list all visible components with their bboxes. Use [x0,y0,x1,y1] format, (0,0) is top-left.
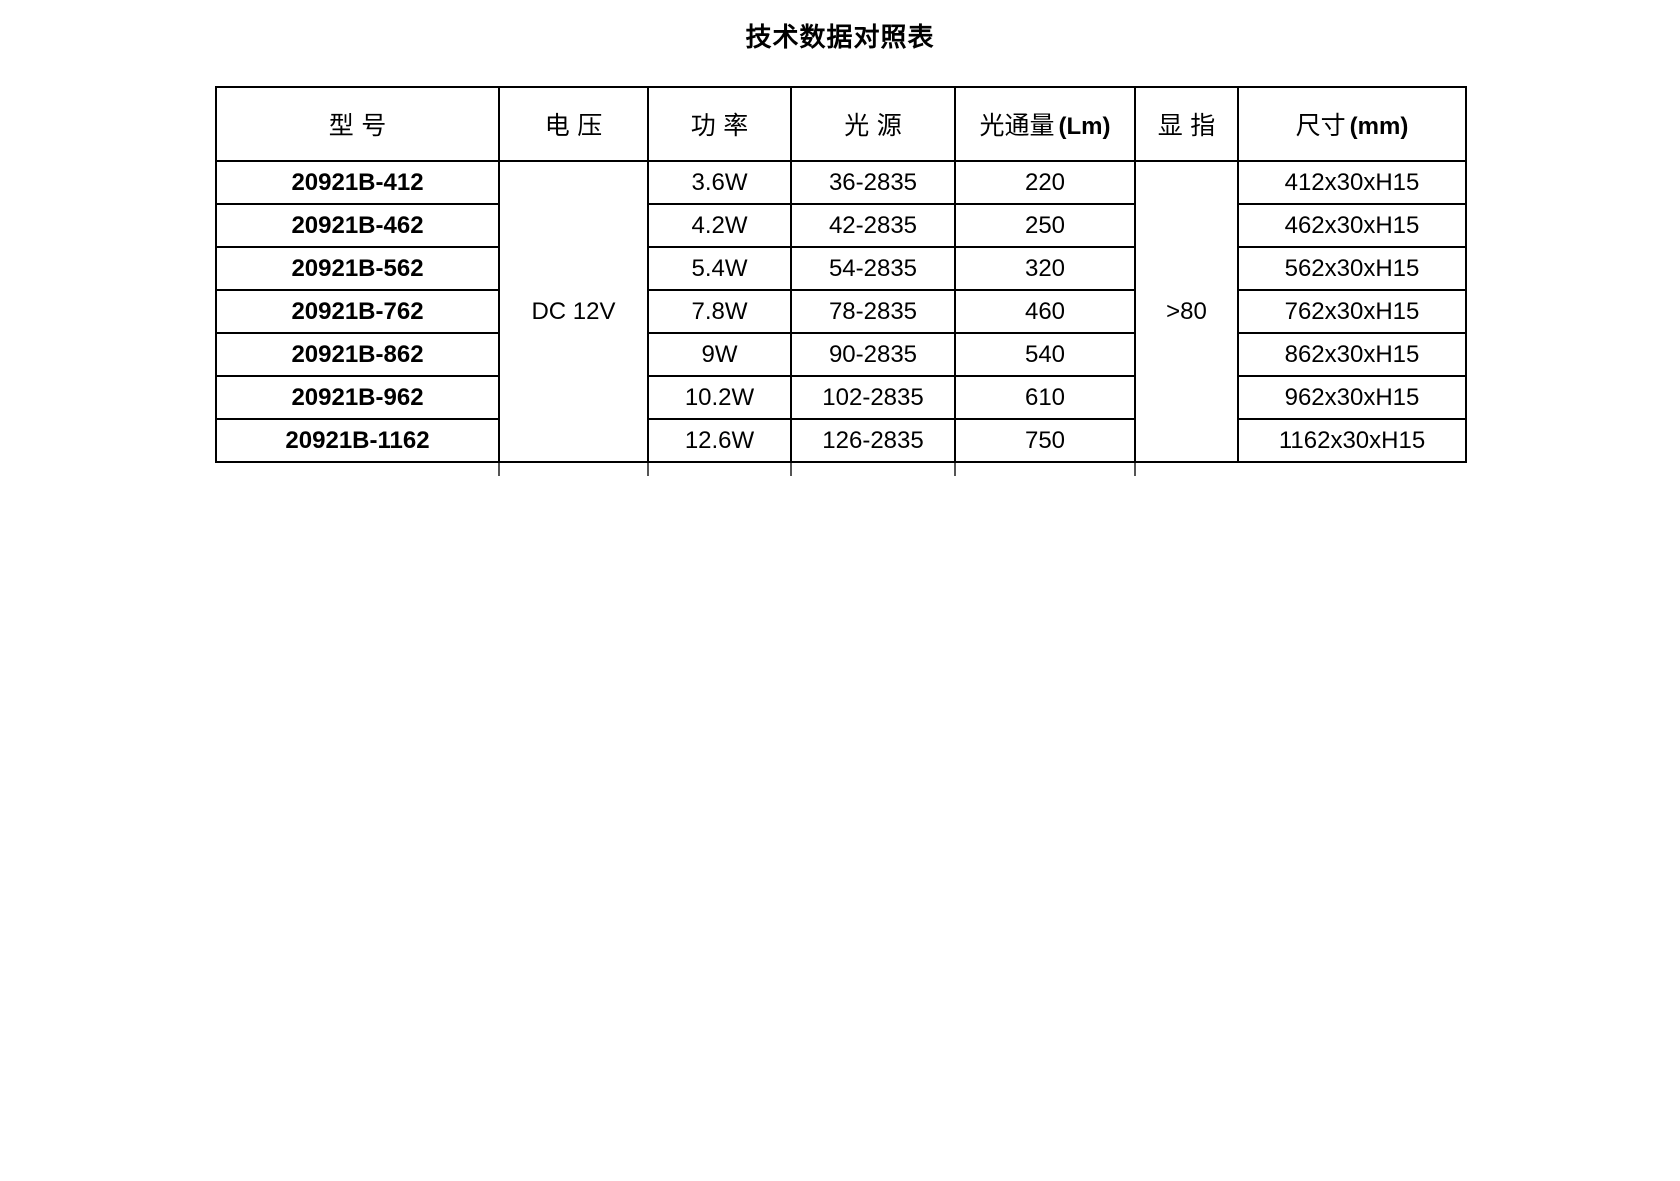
column-header-power: 功率 [647,86,792,162]
column-header-flux-label: 光通量 [979,113,1055,140]
power-cell: 7.8W [647,289,792,334]
column-header-voltage: 电压 [498,86,649,162]
table-border-artifact [790,463,792,476]
table-border-artifact [1134,463,1136,476]
size-cell: 762x30xH15 [1237,289,1467,334]
column-header-source: 光源 [790,86,956,162]
power-cell: 5.4W [647,246,792,291]
size-cell: 862x30xH15 [1237,332,1467,377]
power-cell: 12.6W [647,418,792,463]
table-row: 20921B-862 9W 90-2835 540 862x30xH15 [215,332,1467,377]
spec-table-container: 型号 电压 功率 光源 光通量 (Lm) 显指 尺寸 (mm) 20921B-412… [215,86,1467,476]
column-header-flux: 光通量 (Lm) [954,86,1136,162]
column-header-cri: 显指 [1134,86,1239,162]
source-cell: 42-2835 [790,203,956,248]
model-cell: 20921B-962 [215,375,500,420]
flux-cell: 750 [954,418,1136,463]
table-border-artifact [954,463,956,476]
column-header-size-unit: (mm) [1349,113,1409,140]
source-cell: 78-2835 [790,289,956,334]
flux-cell: 610 [954,375,1136,420]
table-row: 20921B-462 4.2W 42-2835 250 462x30xH15 [215,203,1467,248]
power-cell: 9W [647,332,792,377]
source-cell: 54-2835 [790,246,956,291]
source-cell: 36-2835 [790,160,956,205]
model-cell: 20921B-1162 [215,418,500,463]
column-header-model: 型号 [215,86,500,162]
model-cell: 20921B-462 [215,203,500,248]
table-border-artifact [647,463,649,476]
power-cell: 3.6W [647,160,792,205]
model-cell: 20921B-862 [215,332,500,377]
flux-cell: 460 [954,289,1136,334]
column-header-cri-label: 显指 [1157,113,1223,140]
table-row: 20921B-412 DC 12V 3.6W 36-2835 220 >80 4… [215,160,1467,463]
table-row: 20921B-1162 12.6W 126-2835 750 1162x30xH… [215,418,1467,463]
page-title: 技术数据对照表 [745,22,935,52]
size-cell: 562x30xH15 [1237,246,1467,291]
table-row: 20921B-562 5.4W 54-2835 320 562x30xH15 [215,246,1467,291]
flux-cell: 540 [954,332,1136,377]
column-header-source-label: 光源 [844,113,910,140]
flux-cell: 250 [954,203,1136,248]
model-cell: 20921B-562 [215,246,500,291]
header-row: 型号 电压 功率 光源 光通量 (Lm) 显指 尺寸 (mm) [215,86,1467,162]
column-header-size: 尺寸 (mm) [1237,86,1467,162]
table-row: 20921B-762 7.8W 78-2835 460 762x30xH15 [215,289,1467,334]
column-header-model-label: 型号 [328,113,394,140]
size-cell: 1162x30xH15 [1237,418,1467,463]
cri-merged-cell: >80 [1134,160,1239,463]
model-cell: 20921B-762 [215,289,500,334]
column-header-flux-unit: (Lm) [1058,113,1111,140]
voltage-merged-cell: DC 12V [498,160,649,463]
size-cell: 462x30xH15 [1237,203,1467,248]
power-cell: 10.2W [647,375,792,420]
source-cell: 102-2835 [790,375,956,420]
spec-table: 型号 电压 功率 光源 光通量 (Lm) 显指 尺寸 (mm) 20921B-412… [215,86,1467,463]
source-cell: 90-2835 [790,332,956,377]
column-header-power-label: 功率 [690,113,756,140]
table-border-artifact [498,463,500,476]
size-cell: 412x30xH15 [1237,160,1467,205]
flux-cell: 220 [954,160,1136,205]
column-header-voltage-label: 电压 [544,113,610,140]
column-header-size-label: 尺寸 [1295,113,1346,140]
table-row: 20921B-962 10.2W 102-2835 610 962x30xH15 [215,375,1467,420]
flux-cell: 320 [954,246,1136,291]
size-cell: 962x30xH15 [1237,375,1467,420]
model-cell: 20921B-412 [215,160,500,205]
power-cell: 4.2W [647,203,792,248]
source-cell: 126-2835 [790,418,956,463]
